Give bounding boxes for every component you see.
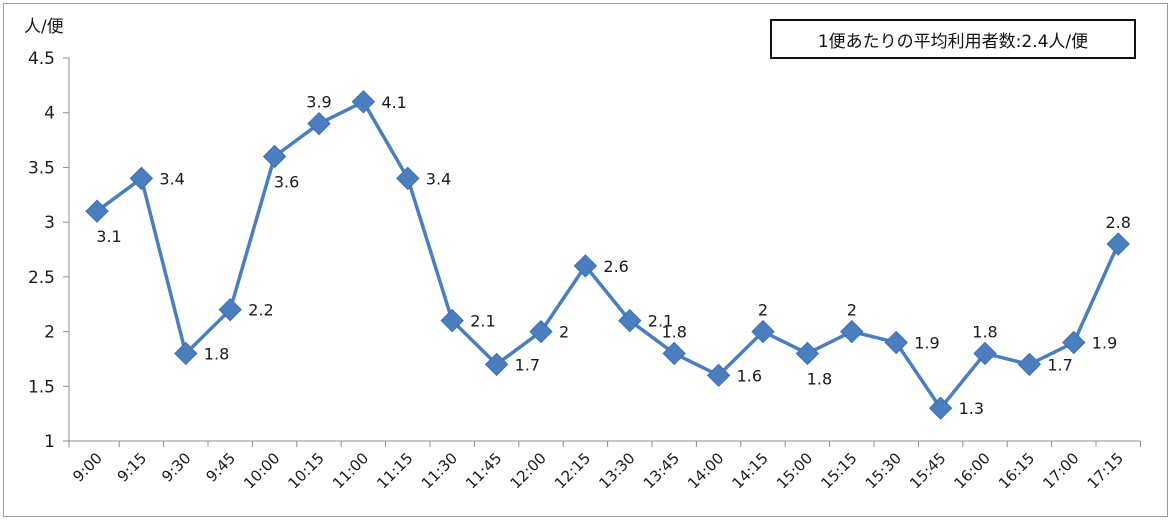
x-tick-label: 9:45: [202, 449, 239, 486]
data-label: 1.7: [515, 355, 540, 374]
data-label: 2.8: [1105, 213, 1130, 232]
data-label: 1.8: [807, 369, 832, 388]
data-label: 2: [847, 301, 857, 320]
data-label: 2.6: [603, 257, 628, 276]
data-label: 2.1: [470, 312, 495, 331]
x-tick-label: 11:30: [418, 449, 461, 492]
data-point-marker: [884, 330, 908, 355]
data-point-marker: [174, 341, 198, 366]
x-tick-label: 11:00: [329, 449, 372, 492]
data-label: 2: [758, 301, 768, 320]
x-tick-label: 15:30: [862, 449, 905, 492]
data-point-marker: [662, 341, 686, 366]
x-tick-label: 15:15: [817, 449, 860, 492]
data-label: 1.7: [1047, 355, 1072, 374]
x-tick-label: 16:15: [995, 449, 1038, 492]
x-tick-label: 9:00: [69, 449, 106, 486]
data-point-marker: [129, 166, 154, 191]
data-point-marker: [795, 341, 820, 366]
data-label: 1.9: [914, 334, 939, 353]
x-tick-label: 15:00: [773, 449, 816, 492]
y-unit-label: 人/便: [24, 17, 64, 37]
data-label: 3.4: [426, 169, 451, 188]
data-label: 3.6: [274, 172, 299, 191]
y-tick-label: 2: [44, 323, 55, 343]
data-point-marker: [840, 319, 864, 344]
data-point-marker: [973, 341, 997, 366]
x-tick-label: 17:00: [1039, 449, 1082, 492]
data-point-marker: [618, 308, 642, 333]
data-point-marker: [706, 363, 731, 388]
data-label: 1.6: [737, 366, 762, 385]
data-label: 1.8: [972, 322, 997, 341]
data-label: 3.1: [96, 227, 121, 246]
data-point-marker: [396, 166, 420, 191]
line-chart: 人/便 1 1.5 2 2.5 3 3.5 4 4.5 9:00 9:15 9:30 9:45 10:00…: [24, 17, 1141, 492]
y-tick-label: 1.5: [28, 377, 55, 397]
y-tick-label: 4: [44, 104, 55, 124]
chart-frame: 人/便 1 1.5 2 2.5 3 3.5 4 4.5 9:00 9:15 9:30 9:45 10:00…: [3, 3, 1168, 517]
x-tick-label: 11:45: [462, 449, 505, 492]
x-tick-label: 12:00: [507, 449, 550, 492]
data-point-marker: [307, 111, 331, 136]
data-point-marker: [1062, 330, 1086, 355]
data-label: 1.9: [1092, 334, 1117, 353]
x-tick-label: 13:45: [640, 449, 683, 492]
y-tick-label: 4.5: [28, 49, 55, 69]
y-tick-label: 3.5: [28, 158, 55, 178]
data-point-marker: [573, 254, 598, 278]
data-label: 3.9: [306, 93, 331, 112]
x-tick-label: 13:30: [595, 449, 638, 492]
x-tick-label: 9:15: [114, 449, 151, 486]
x-tick-label: 14:15: [729, 449, 772, 492]
data-point-marker: [218, 297, 242, 322]
data-point-marker: [751, 319, 775, 344]
data-label: 1.8: [204, 344, 229, 363]
data-point-marker: [262, 144, 287, 169]
x-tick-label: 9:30: [158, 449, 195, 486]
y-tick-label: 1: [44, 432, 55, 452]
data-label: 4.1: [381, 93, 406, 112]
data-point-marker: [1106, 232, 1130, 256]
data-label: 2: [559, 323, 569, 342]
x-tick-label: 10:00: [240, 449, 283, 492]
data-point-marker: [351, 90, 376, 114]
data-point-marker: [1017, 352, 1042, 377]
average-annotation: 1便あたりの平均利用者数:2.4人/便: [770, 19, 1136, 59]
x-tick-label: 14:00: [684, 449, 727, 492]
data-label: 3.4: [159, 169, 184, 188]
series-line: [95, 100, 1120, 410]
data-label: 1.8: [661, 322, 686, 341]
x-tick-label: 10:15: [285, 449, 328, 492]
x-tick-label: 11:15: [373, 449, 416, 492]
data-point-marker: [484, 352, 509, 377]
data-point-marker: [928, 396, 953, 420]
x-tick-label: 15:45: [906, 449, 949, 492]
y-tick-label: 2.5: [28, 268, 55, 288]
data-label: 1.3: [959, 399, 984, 418]
data-label: 2.1: [648, 312, 673, 331]
data-label: 2.2: [248, 301, 273, 320]
x-tick-label: 17:15: [1084, 449, 1127, 492]
x-tick-label: 12:15: [551, 449, 594, 492]
data-point-marker: [440, 308, 464, 333]
x-tick-label: 16:00: [951, 449, 994, 492]
y-tick-label: 3: [44, 213, 55, 233]
data-point-marker: [85, 199, 109, 223]
data-point-marker: [529, 319, 553, 344]
